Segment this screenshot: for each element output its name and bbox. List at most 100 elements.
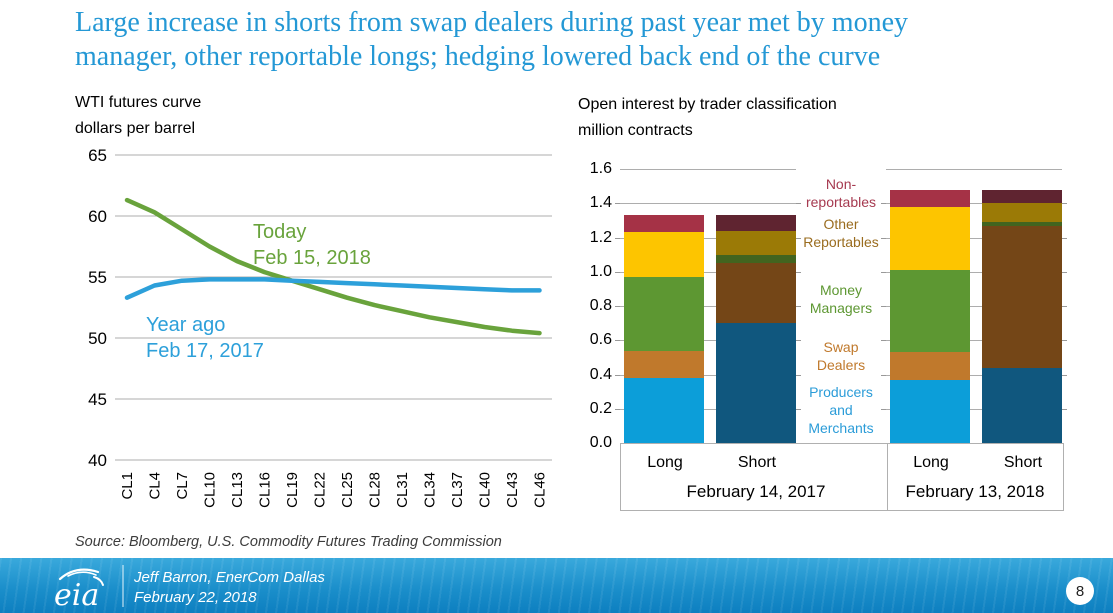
annotation-year-ago: Year ago Feb 17, 2017 xyxy=(146,312,264,364)
wti-xtick-CL28: CL28 xyxy=(367,472,384,508)
wti-ytick-60: 60 xyxy=(88,207,107,226)
oi-gridline xyxy=(886,340,1062,342)
oi-segment-money-managers xyxy=(890,270,970,353)
legend-item-line: Money xyxy=(819,282,863,298)
bar-label-short-2018: Short xyxy=(1003,454,1043,471)
presenter-info: Jeff Barron, EnerCom Dallas February 22,… xyxy=(134,568,325,608)
legend-item-line: Reportables xyxy=(803,234,879,250)
oi-axis-tick xyxy=(615,271,620,273)
oi-bar-long-132018 xyxy=(890,189,970,443)
oi-ytick-1.4: 1.4 xyxy=(589,194,612,212)
oi-ytick-1.6: 1.6 xyxy=(589,160,612,177)
legend-item-line: Merchants xyxy=(808,420,874,436)
oi-bar-short-132018 xyxy=(982,189,1062,443)
oi-axis-tick xyxy=(615,237,620,239)
legend-item-line: Managers xyxy=(809,300,873,316)
wti-xtick-CL19: CL19 xyxy=(284,472,301,508)
bar-label-short-2017: Short xyxy=(737,454,777,471)
oi-segment-swap-dealers xyxy=(982,225,1062,368)
oi-axis-tick xyxy=(615,408,620,410)
oi-axis-tick xyxy=(796,306,801,307)
oi-ytick-1.2: 1.2 xyxy=(589,228,612,246)
presenter-line1: Jeff Barron, EnerCom Dallas xyxy=(134,569,325,586)
oi-axis-tick xyxy=(796,237,801,239)
eia-logo: eia xyxy=(54,568,104,611)
oi-gridline xyxy=(620,340,796,342)
oi-segment-non-reportables xyxy=(890,189,970,207)
oi-gridline xyxy=(620,374,796,376)
oi-axis-tick xyxy=(1062,340,1067,342)
oi-ytick-1.0: 1.0 xyxy=(589,262,612,280)
oi-axis-tick xyxy=(881,271,886,273)
oi-axis-tick xyxy=(796,340,801,342)
oi-segment-other-reportables xyxy=(716,230,796,255)
oi-axis-tick xyxy=(1062,271,1067,273)
oi-axis-tick xyxy=(615,203,620,205)
group-label-2017: February 14, 2017 xyxy=(686,482,826,501)
oi-axis-tick xyxy=(1062,408,1067,410)
oi-axis-tick xyxy=(1062,374,1067,376)
oi-segment-other-reportables xyxy=(624,232,704,277)
wti-ytick-40: 40 xyxy=(88,451,107,470)
oi-gridline xyxy=(620,203,796,205)
oi-segment-swap-dealers xyxy=(890,352,970,380)
oi-segment-producers-and-merchants xyxy=(716,323,796,443)
oi-gridline xyxy=(886,169,1062,170)
wti-ytick-45: 45 xyxy=(88,390,107,409)
oi-axis-tick xyxy=(881,203,886,205)
slide-title: Large increase in shorts from swap deale… xyxy=(75,6,1085,74)
oi-gridline xyxy=(620,408,796,410)
oi-axis-tick xyxy=(615,306,620,307)
slide-title-line1: Large increase in shorts from swap deale… xyxy=(75,7,908,38)
oi-gridline xyxy=(620,271,796,273)
left-chart-subheading: dollars per barrel xyxy=(75,120,196,137)
oi-ytick-0.6: 0.6 xyxy=(589,331,612,349)
wti-xtick-CL4: CL4 xyxy=(147,472,164,500)
bar-panel-2017 xyxy=(615,169,801,443)
oi-gridline xyxy=(886,374,1062,376)
oi-bar-short-142017 xyxy=(716,215,796,443)
wti-xtick-CL13: CL13 xyxy=(229,472,246,508)
oi-axis-tick xyxy=(796,374,801,376)
oi-segment-money-managers xyxy=(716,254,796,264)
right-chart-heading: Open interest by trader classification xyxy=(578,96,837,113)
legend-item-line: Dealers xyxy=(816,357,866,373)
annotation-year-ago-line1: Year ago xyxy=(146,314,226,336)
oi-axis-tick xyxy=(881,340,886,342)
oi-ytick-0.0: 0.0 xyxy=(589,434,612,451)
group-separator xyxy=(887,444,888,510)
oi-axis-tick xyxy=(1062,237,1067,239)
source-note: Source: Bloomberg, U.S. Commodity Future… xyxy=(75,534,502,550)
oi-bar-long-142017 xyxy=(624,215,704,443)
oi-ytick-0.8: 0.8 xyxy=(589,297,612,314)
wti-xtick-CL46: CL46 xyxy=(532,472,549,508)
eia-logo-text: eia xyxy=(54,578,99,611)
wti-xtick-CL31: CL31 xyxy=(394,472,411,508)
annotation-year-ago-line2: Feb 17, 2017 xyxy=(146,340,264,362)
footer-separator xyxy=(122,565,124,607)
wti-xtick-CL1: CL1 xyxy=(119,472,136,500)
wti-xtick-CL25: CL25 xyxy=(339,472,356,508)
legend-item-moneymanagers: Money Managers xyxy=(796,281,886,317)
oi-gridline xyxy=(886,408,1062,410)
footer-band: eia Jeff Barron, EnerCom Dallas February… xyxy=(0,558,1113,613)
oi-axis-tick xyxy=(1062,203,1067,205)
oi-axis-tick xyxy=(615,340,620,342)
axis-label-box: Long Short Long Short February 14, 2017 … xyxy=(620,443,1064,511)
oi-segment-producers-and-merchants xyxy=(982,367,1062,443)
page-number-badge: 8 xyxy=(1066,577,1094,605)
open-interest-bar-chart: Non-reportables Other Reportables Money Mana… xyxy=(578,160,1090,530)
oi-segment-producers-and-merchants xyxy=(624,377,704,443)
chart-legend: Non-reportables Other Reportables Money Mana… xyxy=(796,169,886,443)
oi-segment-other-reportables xyxy=(982,203,1062,223)
slide-title-line2: manager, other reportable longs; hedging… xyxy=(75,41,881,72)
wti-ytick-55: 55 xyxy=(88,268,107,287)
legend-item-otherreportables: Other Reportables xyxy=(796,215,886,251)
wti-futures-line-chart: 65 60 55 50 45 40 CL1 CL4 CL7 CL10 CL13 CL16 CL19 CL2… xyxy=(88,146,552,508)
oi-segment-non-reportables xyxy=(716,215,796,231)
oi-segment-swap-dealers xyxy=(624,350,704,378)
legend-item-line: Other xyxy=(823,216,859,232)
oi-ytick-0.4: 0.4 xyxy=(589,365,612,383)
oi-ytick-0.2: 0.2 xyxy=(589,399,612,417)
